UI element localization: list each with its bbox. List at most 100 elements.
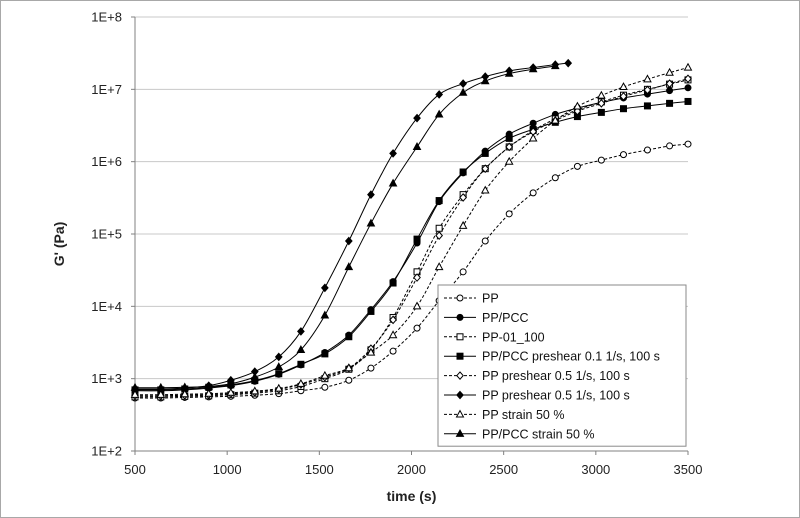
legend-entry: PP preshear 0.5 1/s, 100 s (444, 369, 630, 383)
data-point (204, 388, 214, 397)
series-layer (130, 58, 693, 402)
data-point (573, 101, 582, 110)
data-point (344, 262, 354, 271)
legend-marker (456, 371, 464, 380)
data-point (597, 90, 606, 99)
data-point (275, 370, 283, 378)
series-7 (130, 62, 693, 398)
data-point (666, 87, 674, 95)
data-point (389, 279, 397, 287)
legend-marker (456, 352, 464, 360)
data-point (458, 87, 468, 96)
data-point (684, 84, 692, 92)
legend-marker (456, 294, 464, 302)
data-point (389, 347, 397, 355)
data-point (459, 268, 467, 276)
data-point (435, 90, 444, 99)
data-point (459, 168, 467, 176)
data-point (435, 197, 443, 205)
data-point (550, 115, 560, 124)
data-point (666, 99, 674, 107)
data-point (180, 382, 190, 391)
data-point (321, 350, 329, 358)
data-point (529, 119, 537, 127)
data-point (274, 352, 283, 362)
data-point (320, 370, 330, 379)
data-point (296, 345, 306, 353)
data-point (296, 378, 306, 387)
data-point (434, 109, 444, 118)
axes (131, 16, 689, 455)
data-point (684, 74, 692, 84)
legend-label: PP/PCC preshear 0.1 1/s, 100 s (482, 350, 660, 364)
data-point (413, 273, 421, 282)
data-point (665, 67, 674, 76)
x-tick-label: 3000 (581, 462, 610, 477)
data-point (250, 386, 260, 395)
data-point (597, 99, 606, 108)
data-point (504, 156, 514, 165)
data-point (619, 91, 628, 101)
data-point (367, 307, 375, 315)
data-point (413, 235, 421, 243)
data-point (226, 378, 236, 387)
data-point (156, 389, 166, 398)
data-point (180, 389, 190, 398)
data-point (597, 108, 605, 116)
legend-label: PP preshear 0.5 1/s, 100 s (482, 389, 630, 403)
legend-entry: PP-01_100 (444, 330, 545, 344)
data-point (250, 372, 260, 381)
y-tick-label: 1E+2 (91, 444, 122, 459)
x-tick-label: 500 (124, 462, 146, 477)
data-point (481, 149, 489, 157)
data-point (413, 324, 421, 332)
legend-marker (455, 409, 465, 418)
x-tick-label: 2000 (397, 462, 426, 477)
legend-label: PP strain 50 % (482, 408, 564, 422)
data-point (573, 162, 581, 170)
data-point (551, 174, 559, 182)
data-point (459, 79, 467, 88)
legend-label: PP/PCC (482, 311, 529, 325)
data-point (344, 363, 354, 372)
data-point (458, 220, 468, 229)
y-tick-label: 1E+5 (91, 227, 122, 242)
data-point (666, 142, 674, 150)
data-point (684, 140, 692, 148)
data-point (320, 310, 330, 319)
data-point (435, 231, 444, 240)
data-point (505, 142, 514, 152)
data-point (412, 142, 422, 151)
data-point (156, 382, 166, 391)
legend-entry: PP/PCC (444, 311, 529, 325)
data-point (643, 146, 651, 154)
y-tick-label: 1E+6 (91, 154, 122, 169)
data-point (321, 383, 329, 391)
tick-labels: 1E+2 1E+3 1E+4 1E+5 1E+6 1E+7 1E+8 500 1000 1500 2… (91, 10, 702, 478)
data-point (389, 315, 397, 325)
data-point (550, 61, 560, 70)
data-point (683, 62, 693, 71)
data-point (388, 178, 398, 187)
data-point (367, 364, 375, 372)
y-axis-label: G' (Pa) (51, 222, 67, 267)
legend-entry: PP strain 50 % (444, 408, 564, 422)
x-tick-label: 3500 (674, 462, 703, 477)
x-tick-label: 1000 (213, 462, 242, 477)
data-point (528, 133, 538, 142)
data-point (619, 105, 627, 113)
data-point (434, 262, 444, 271)
data-point (130, 382, 140, 391)
legend-entry: PP (444, 292, 499, 306)
data-point (665, 79, 674, 88)
data-point (459, 193, 467, 202)
data-point (619, 151, 627, 159)
data-point (274, 383, 284, 392)
x-tick-label: 2500 (489, 462, 518, 477)
data-point (366, 347, 376, 356)
y-tick-label: 1E+7 (91, 82, 122, 97)
legend-entry: PP/PCC preshear 0.1 1/s, 100 s (444, 350, 660, 364)
legend-box (437, 284, 687, 447)
data-point (274, 362, 284, 371)
